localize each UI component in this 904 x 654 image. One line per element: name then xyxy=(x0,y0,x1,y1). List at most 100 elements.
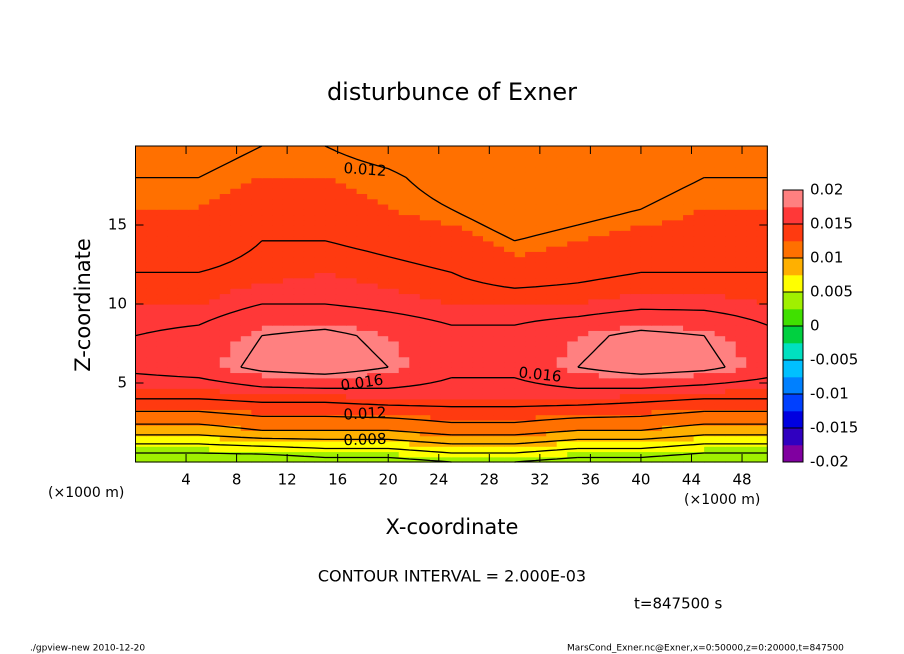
field-cell xyxy=(356,182,368,189)
field-cell xyxy=(662,435,674,442)
field-cell xyxy=(683,198,695,205)
field-cell xyxy=(177,177,189,184)
field-cell xyxy=(356,393,368,400)
field-cell xyxy=(704,314,716,321)
field-cell xyxy=(651,456,663,463)
field-cell xyxy=(525,188,537,194)
field-cell xyxy=(440,230,452,237)
field-cell xyxy=(440,240,452,247)
field-cell xyxy=(514,214,526,221)
field-cell xyxy=(735,161,747,168)
field-cell xyxy=(388,377,400,384)
field-cell xyxy=(409,346,421,352)
field-cell xyxy=(198,214,210,221)
field-cell xyxy=(156,383,168,389)
field-cell xyxy=(756,419,768,426)
field-cell xyxy=(335,261,347,268)
field-cell xyxy=(346,282,358,289)
field-cell xyxy=(725,451,737,458)
field-cell xyxy=(630,246,642,252)
field-cell xyxy=(356,383,368,389)
field-cell xyxy=(525,335,537,342)
field-cell xyxy=(493,188,505,194)
field-cell xyxy=(440,246,452,252)
field-cell xyxy=(240,251,252,258)
field-cell xyxy=(230,430,242,437)
field-cell xyxy=(314,346,326,352)
contour-line xyxy=(135,434,768,445)
field-cell xyxy=(272,267,284,273)
field-cell xyxy=(704,361,716,368)
field-cell xyxy=(451,240,463,247)
field-cell xyxy=(482,304,495,310)
field-cell xyxy=(535,235,547,242)
field-cell xyxy=(693,361,705,368)
field-cell xyxy=(388,361,400,368)
field-cell xyxy=(556,340,568,347)
field-cell xyxy=(325,388,337,395)
field-cell xyxy=(430,377,442,384)
field-cell xyxy=(746,256,758,263)
field-cell xyxy=(440,214,452,221)
field-cell xyxy=(598,225,610,231)
field-cell xyxy=(472,372,484,379)
field-cell xyxy=(461,451,474,458)
field-cell xyxy=(514,293,526,300)
field-cell xyxy=(556,156,568,163)
field-cell xyxy=(272,209,284,216)
field-cell xyxy=(504,425,516,431)
field-cell xyxy=(219,361,231,368)
field-cell xyxy=(556,240,568,247)
field-cell xyxy=(335,235,347,242)
field-cell xyxy=(662,261,674,268)
field-cell xyxy=(577,383,589,389)
contour-line xyxy=(240,328,726,375)
field-cell xyxy=(146,277,158,284)
field-cell xyxy=(493,314,505,321)
field-cell xyxy=(746,425,758,431)
field-cell xyxy=(556,319,568,326)
field-cell xyxy=(756,351,768,358)
field-cell xyxy=(482,298,495,305)
field-cell xyxy=(640,230,653,237)
field-cell xyxy=(282,230,295,237)
field-cell xyxy=(209,151,221,158)
field-cell xyxy=(240,177,252,184)
field-cell xyxy=(725,309,737,316)
field-cell xyxy=(756,288,768,295)
field-cell xyxy=(619,225,632,231)
field-cell xyxy=(419,161,431,168)
field-cell xyxy=(272,393,284,400)
field-cell xyxy=(293,419,305,426)
field-cell xyxy=(525,414,537,421)
field-cell xyxy=(567,230,579,237)
field-cell xyxy=(640,182,653,189)
field-cell xyxy=(683,330,695,337)
field-cell xyxy=(177,325,189,331)
field-cell xyxy=(651,446,663,453)
field-cell xyxy=(335,419,347,426)
field-cell xyxy=(377,309,389,316)
field-cell xyxy=(325,161,337,168)
field-cell xyxy=(156,330,168,337)
field-cell xyxy=(293,272,305,279)
field-cell xyxy=(704,356,716,363)
field-cell xyxy=(756,330,768,337)
field-cell xyxy=(640,167,653,173)
field-cell xyxy=(609,404,621,410)
field-cell xyxy=(640,425,653,431)
field-cell xyxy=(377,214,389,221)
field-cell xyxy=(588,377,600,384)
field-cell xyxy=(430,425,442,431)
field-cell xyxy=(398,214,410,221)
field-cell xyxy=(198,404,210,410)
field-cell xyxy=(167,235,179,242)
field-cell xyxy=(619,430,632,437)
field-cell xyxy=(683,172,695,179)
field-cell xyxy=(725,419,737,426)
colorbar-band xyxy=(783,190,803,208)
field-cell xyxy=(577,172,589,179)
field-cell xyxy=(440,372,452,379)
field-cell xyxy=(535,193,547,200)
field-cell xyxy=(167,146,179,152)
